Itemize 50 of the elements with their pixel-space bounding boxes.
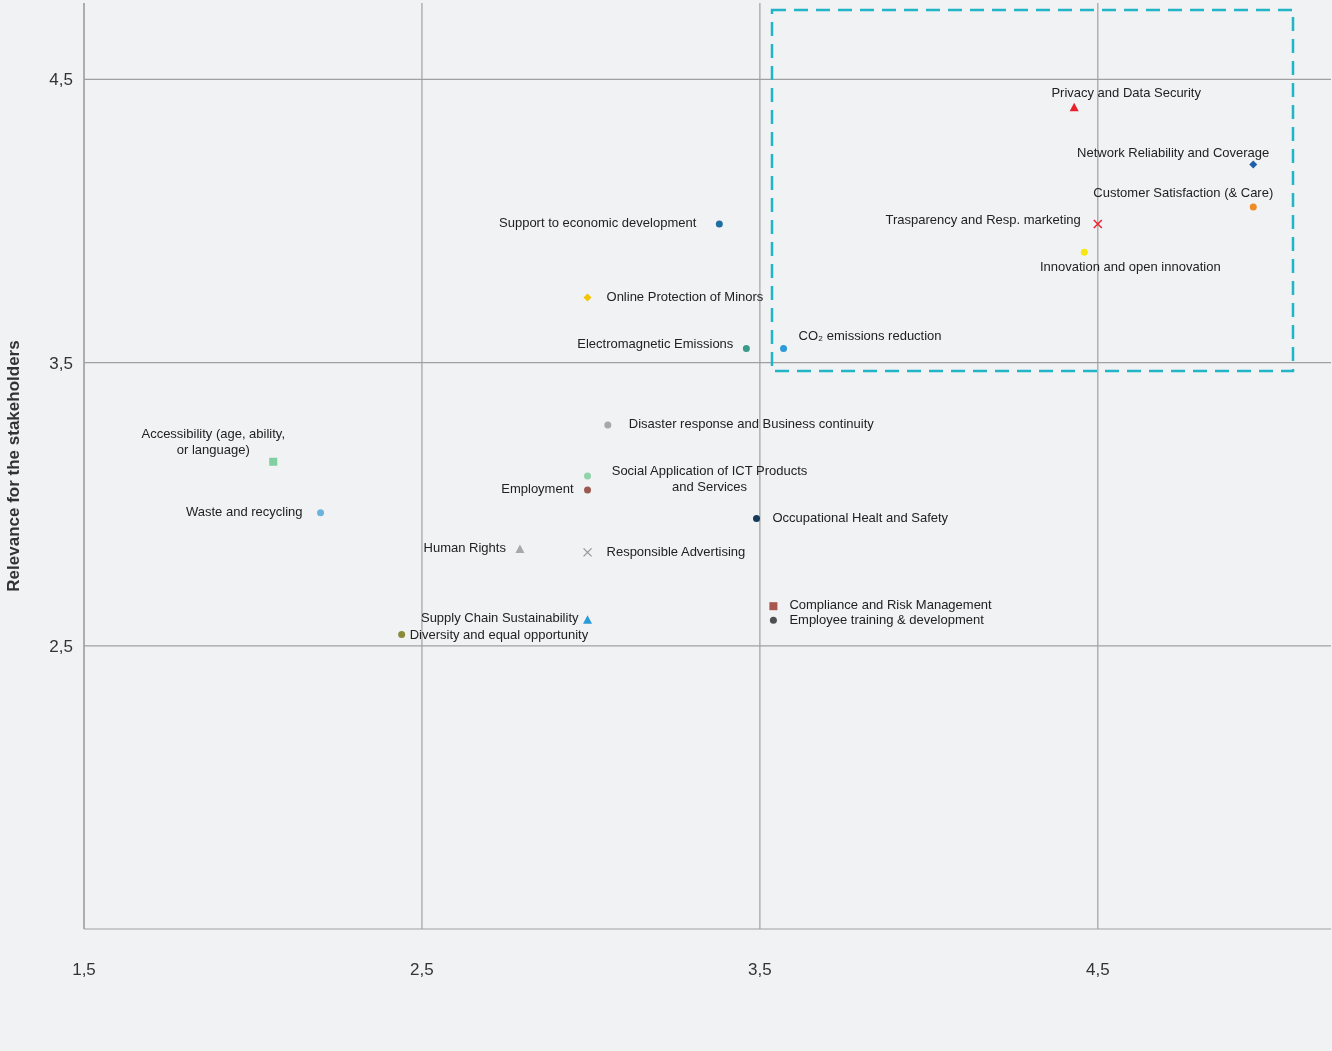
point xyxy=(582,547,593,558)
series-label: Waste and recycling xyxy=(185,504,303,520)
series-label: Disaster response and Business continuity xyxy=(628,416,875,432)
point xyxy=(604,421,612,429)
series-label: Accessibility (age, ability, or language) xyxy=(141,426,286,458)
point xyxy=(398,630,406,638)
text: Innovation and open innovation xyxy=(1039,259,1221,275)
series-label: Responsible Advertising xyxy=(606,544,746,560)
series-label: Human Rights xyxy=(423,539,507,555)
series-label: Diversity and equal opportunity xyxy=(409,627,589,643)
y-tick-label: 3,5 xyxy=(49,353,73,373)
y-axis-title: Relevance for the stakeholders xyxy=(4,340,23,592)
y-tick-label: 2,5 xyxy=(49,636,73,656)
point xyxy=(583,293,592,302)
series-label: CO₂ emissions reduction xyxy=(798,328,942,344)
point xyxy=(753,514,760,522)
point xyxy=(780,344,788,352)
point xyxy=(1249,203,1257,211)
point xyxy=(715,220,723,228)
x-tick-label: 3,5 xyxy=(748,960,772,979)
x-tick-label: 4,5 xyxy=(1086,960,1110,979)
point xyxy=(769,616,777,624)
point xyxy=(769,602,778,611)
series-label: Supply Chain Sustainability xyxy=(420,610,580,626)
point xyxy=(269,457,278,466)
x-tick-label: 1,5 xyxy=(72,960,96,979)
series-label: Occupational Healt and Safety xyxy=(772,510,949,526)
series-label: Privacy and Data Security xyxy=(1051,85,1202,101)
point xyxy=(1093,219,1103,229)
series-label: Support to economic development xyxy=(499,215,697,231)
series-label: Employee training & development xyxy=(789,612,985,628)
point xyxy=(742,344,750,352)
x-tick-label: 2,5 xyxy=(410,960,434,979)
point xyxy=(515,544,525,554)
point xyxy=(1080,248,1088,256)
point xyxy=(584,472,592,480)
point xyxy=(584,486,592,494)
point xyxy=(1249,160,1258,169)
point xyxy=(1069,102,1079,112)
series-label: Compliance and Risk Management xyxy=(789,597,993,613)
series-label: Online Protection of Minors xyxy=(606,288,764,304)
series-label: Electromagnetic Emissions xyxy=(577,336,734,352)
series-label: Social Application of ICT Products and Services xyxy=(611,463,808,495)
y-tick-label: 4,5 xyxy=(49,70,73,90)
series-label: Network Reliability and Coverage xyxy=(1077,145,1270,161)
point xyxy=(583,615,593,624)
series-label: Customer Satisfaction (& Care) xyxy=(1093,185,1274,201)
series-label: Employment xyxy=(501,481,574,497)
point xyxy=(317,509,325,517)
series-label: Trasparency and Resp. marketing xyxy=(885,212,1081,228)
